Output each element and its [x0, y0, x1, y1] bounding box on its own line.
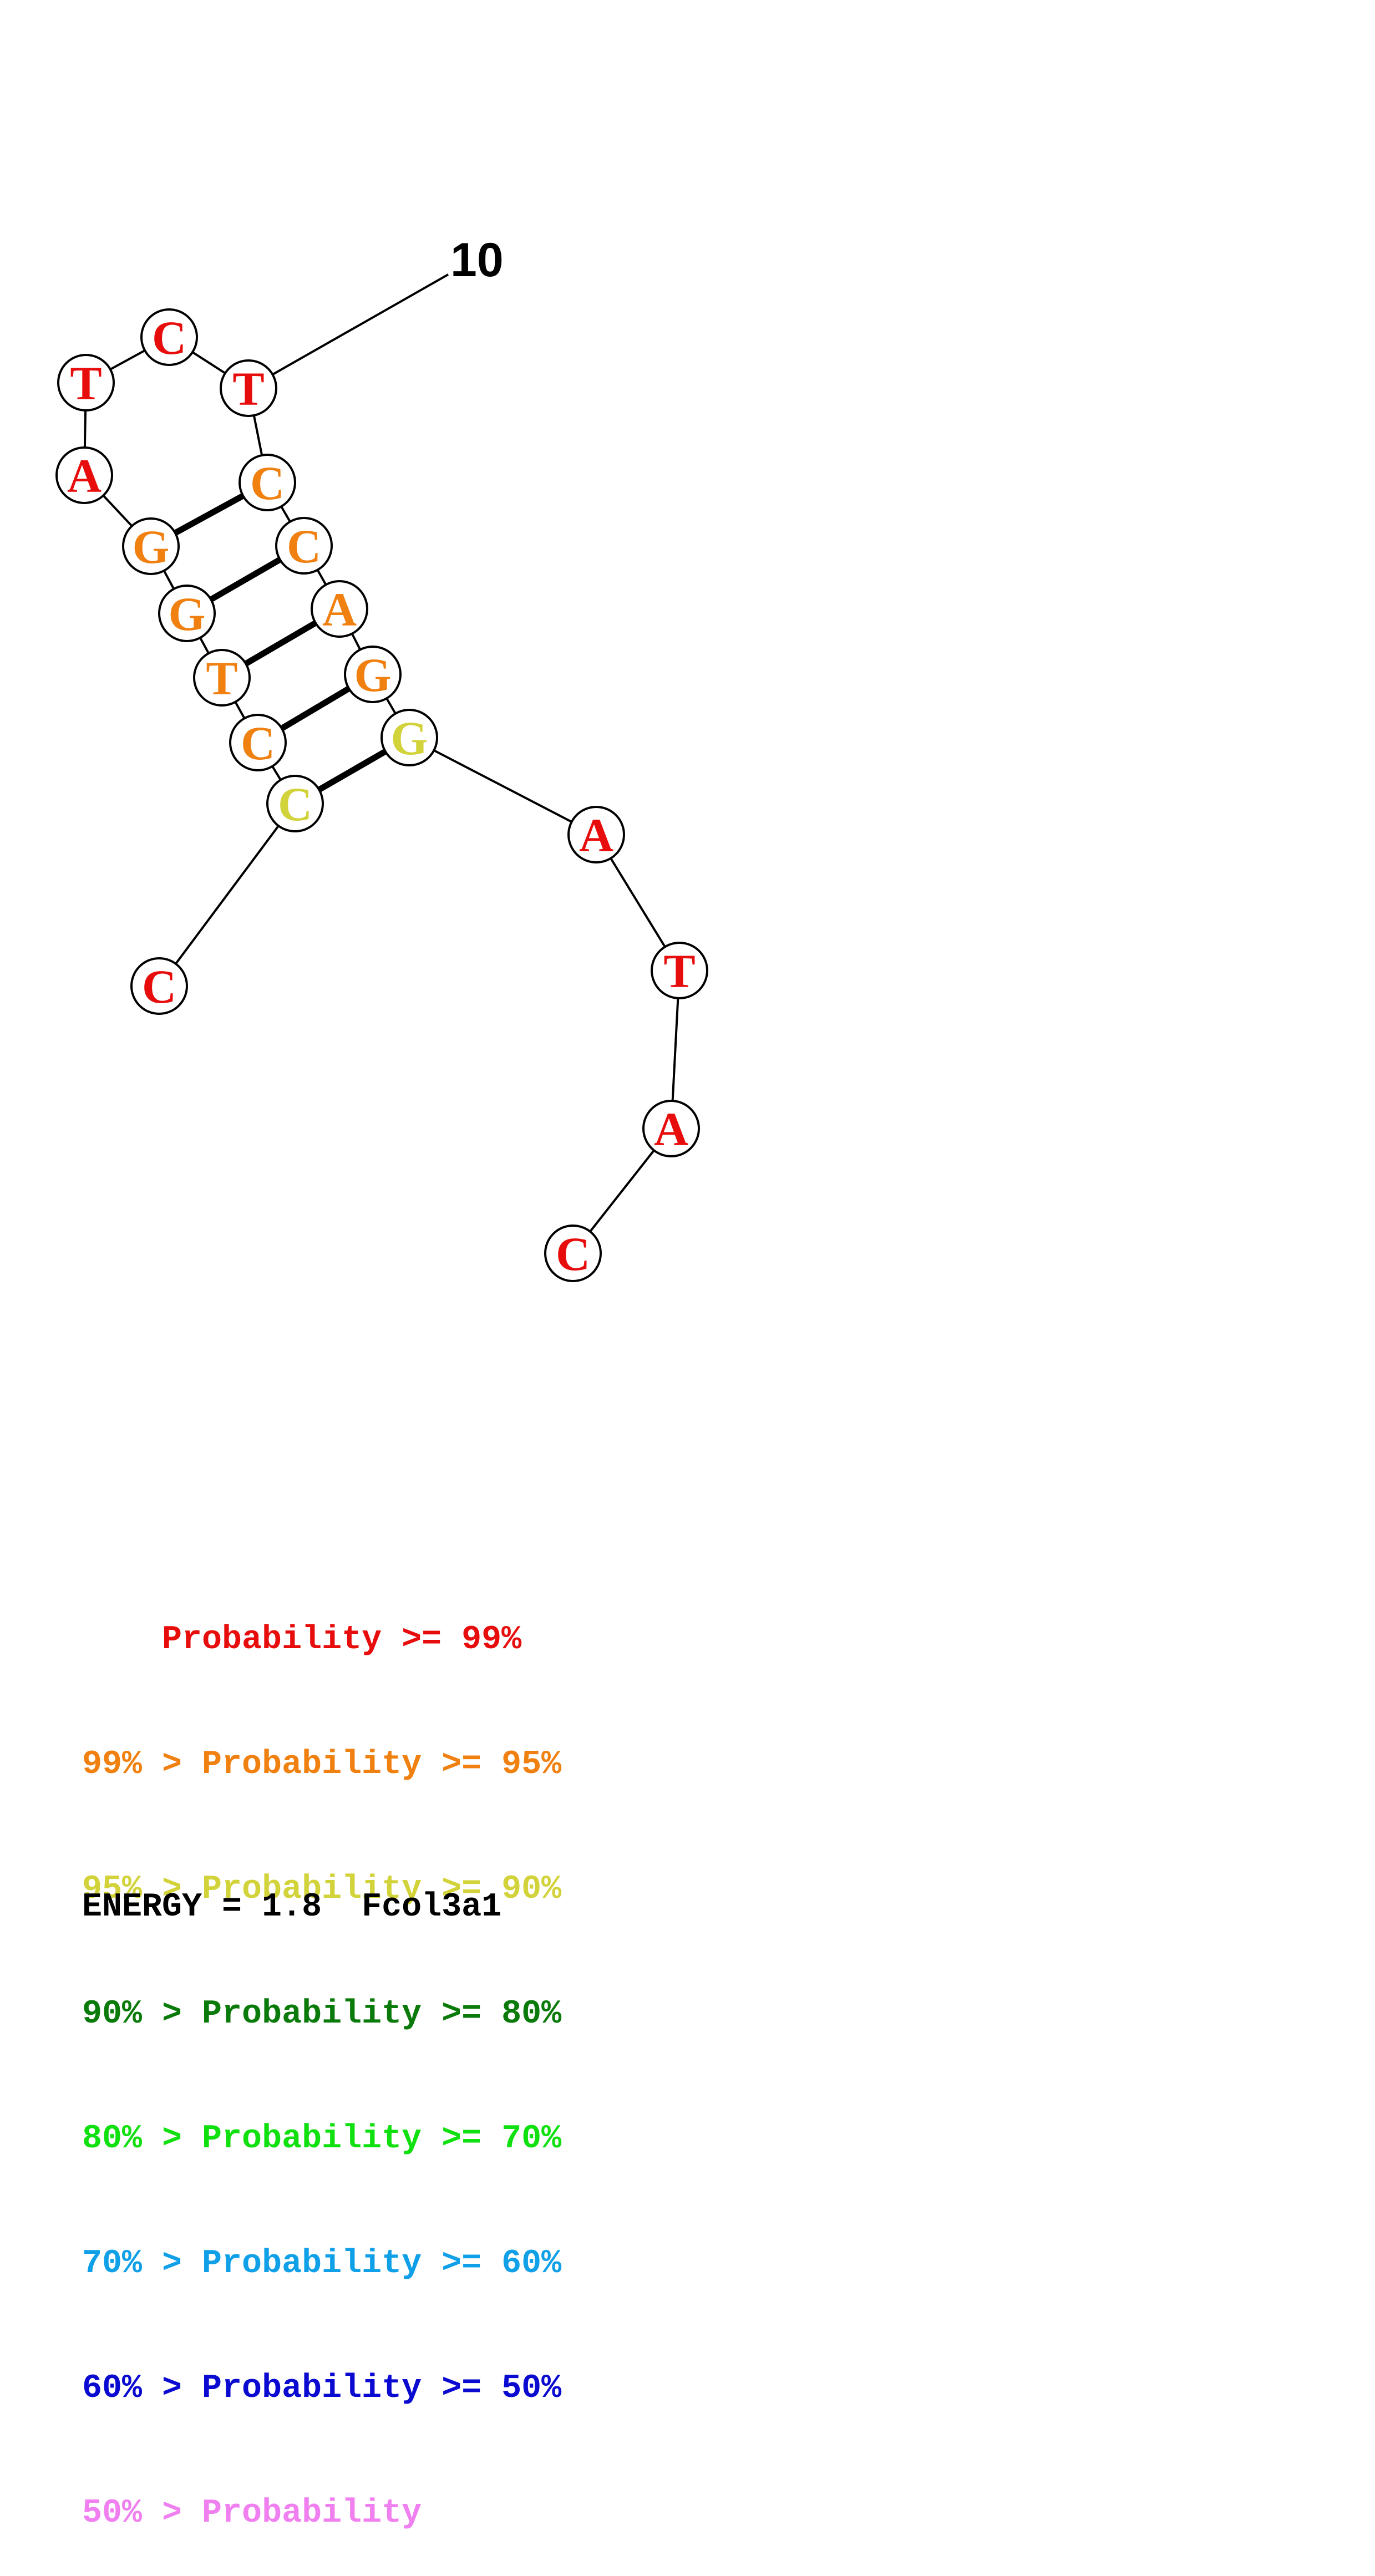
nucleotide: A	[55, 446, 113, 504]
nucleotide: G	[380, 709, 438, 766]
nucleotide-circle	[275, 517, 333, 575]
nucleotide-circle	[193, 649, 251, 707]
nucleotide: T	[220, 359, 277, 417]
nucleotide-circle	[140, 308, 198, 366]
legend-prefix: 99% >	[82, 1746, 202, 1784]
nucleotide: C	[266, 775, 324, 832]
nucleotide: G	[344, 646, 402, 703]
nucleotide-letter: A	[579, 809, 613, 862]
legend-label: Probability >= 90%	[202, 1871, 562, 1908]
energy-line: ENERGY = 1.8 Fcol3a1	[82, 1888, 502, 1926]
nucleotide-letter: C	[287, 520, 321, 573]
legend-label: Probability >= 60%	[202, 2245, 562, 2283]
nucleotide-letter: C	[556, 1227, 590, 1281]
nucleotide-letter: G	[169, 587, 206, 641]
legend-label: Probability >= 70%	[202, 2120, 562, 2158]
nucleotide-letter: G	[133, 520, 170, 573]
legend-row: Probability >= 99%	[82, 1619, 561, 1661]
nucleotide-letter: C	[152, 311, 186, 364]
legend-prefix	[82, 1621, 162, 1659]
nucleotide-letter: A	[67, 449, 102, 502]
legend-prefix: 90% >	[82, 1995, 202, 2033]
legend-label: Probability >= 80%	[202, 1995, 562, 2033]
nucleotide: C	[544, 1225, 602, 1282]
nucleotide-circle	[311, 580, 368, 638]
nucleotide: T	[193, 649, 251, 707]
nucleotide-letter: C	[142, 960, 176, 1013]
nucleotide-letter: T	[232, 362, 264, 415]
nucleotide: T	[57, 354, 115, 411]
nucleotide-letter: T	[663, 944, 695, 998]
nucleotide-circle	[57, 354, 115, 411]
position-label: 10	[450, 233, 504, 287]
nucleotide: G	[122, 517, 180, 575]
nucleotide: C	[239, 454, 296, 511]
nucleotide-circle	[220, 359, 277, 417]
nucleotide-letter: A	[654, 1102, 688, 1156]
nucleotide: C	[140, 308, 198, 366]
legend-prefix: 95% >	[82, 1871, 202, 1908]
nucleotide-letter: C	[278, 778, 312, 831]
nucleotide-circle	[567, 806, 625, 863]
position-tick	[248, 273, 449, 389]
legend-row: 70% > Probability >= 60%	[82, 2243, 561, 2285]
legend-label: Probability >= 95%	[202, 1746, 562, 1784]
nucleotide-circle	[130, 957, 188, 1015]
legend-prefix: 80% >	[82, 2120, 202, 2158]
probability-legend: Probability >= 99% 99% > Probability >= …	[82, 1536, 561, 2576]
legend-label: Probability	[202, 2494, 422, 2532]
nucleotide-circle	[266, 775, 324, 832]
legend-prefix: 70% >	[82, 2245, 202, 2283]
nucleotide-circle	[642, 1100, 700, 1157]
legend-prefix: 60% >	[82, 2370, 202, 2407]
legend-row: 95% > Probability >= 90%	[82, 1869, 561, 1911]
backbone-links	[83, 336, 681, 1254]
nucleotide-circle	[55, 446, 113, 504]
nucleotide: G	[158, 585, 216, 642]
legend-row: 99% > Probability >= 95%	[82, 1744, 561, 1786]
legend-row: 80% > Probability >= 70%	[82, 2118, 561, 2160]
legend-row: 50% > Probability	[82, 2493, 561, 2534]
backbone-link	[409, 736, 597, 836]
position-labels: 10	[248, 233, 504, 389]
nucleotide: C	[130, 957, 188, 1015]
nucleotide-letter: A	[322, 583, 357, 636]
nucleotide-circle	[158, 585, 216, 642]
nucleotide: C	[275, 517, 333, 575]
nucleotide-letter: G	[391, 712, 428, 765]
nucleotide-circle	[122, 517, 180, 575]
nucleotide-circle	[544, 1225, 602, 1282]
nucleotide-letter: G	[354, 648, 392, 702]
nucleotide-circle	[380, 709, 438, 766]
nucleotide: T	[651, 942, 708, 999]
nucleotide-circle	[344, 646, 402, 703]
backbone-link	[158, 802, 296, 987]
nucleotide-letter: C	[250, 456, 285, 510]
nucleotide-circle	[229, 714, 287, 771]
legend-label: Probability >= 50%	[202, 2370, 562, 2407]
nucleotide-letter: T	[70, 357, 102, 410]
legend-prefix: 50% >	[82, 2494, 202, 2532]
nucleotide-letter: T	[206, 652, 237, 705]
nucleotide-letter: C	[241, 717, 275, 770]
nucleotide-circle	[651, 942, 708, 999]
legend-row: 90% > Probability >= 80%	[82, 1994, 561, 2035]
legend-label: Probability >= 99%	[162, 1621, 522, 1659]
nucleotide: A	[567, 806, 625, 863]
nucleotide: C	[229, 714, 287, 771]
nucleotide: A	[311, 580, 368, 638]
legend-row: 60% > Probability >= 50%	[82, 2368, 561, 2410]
nucleotide: A	[642, 1100, 700, 1157]
nucleotide-circle	[239, 454, 296, 511]
